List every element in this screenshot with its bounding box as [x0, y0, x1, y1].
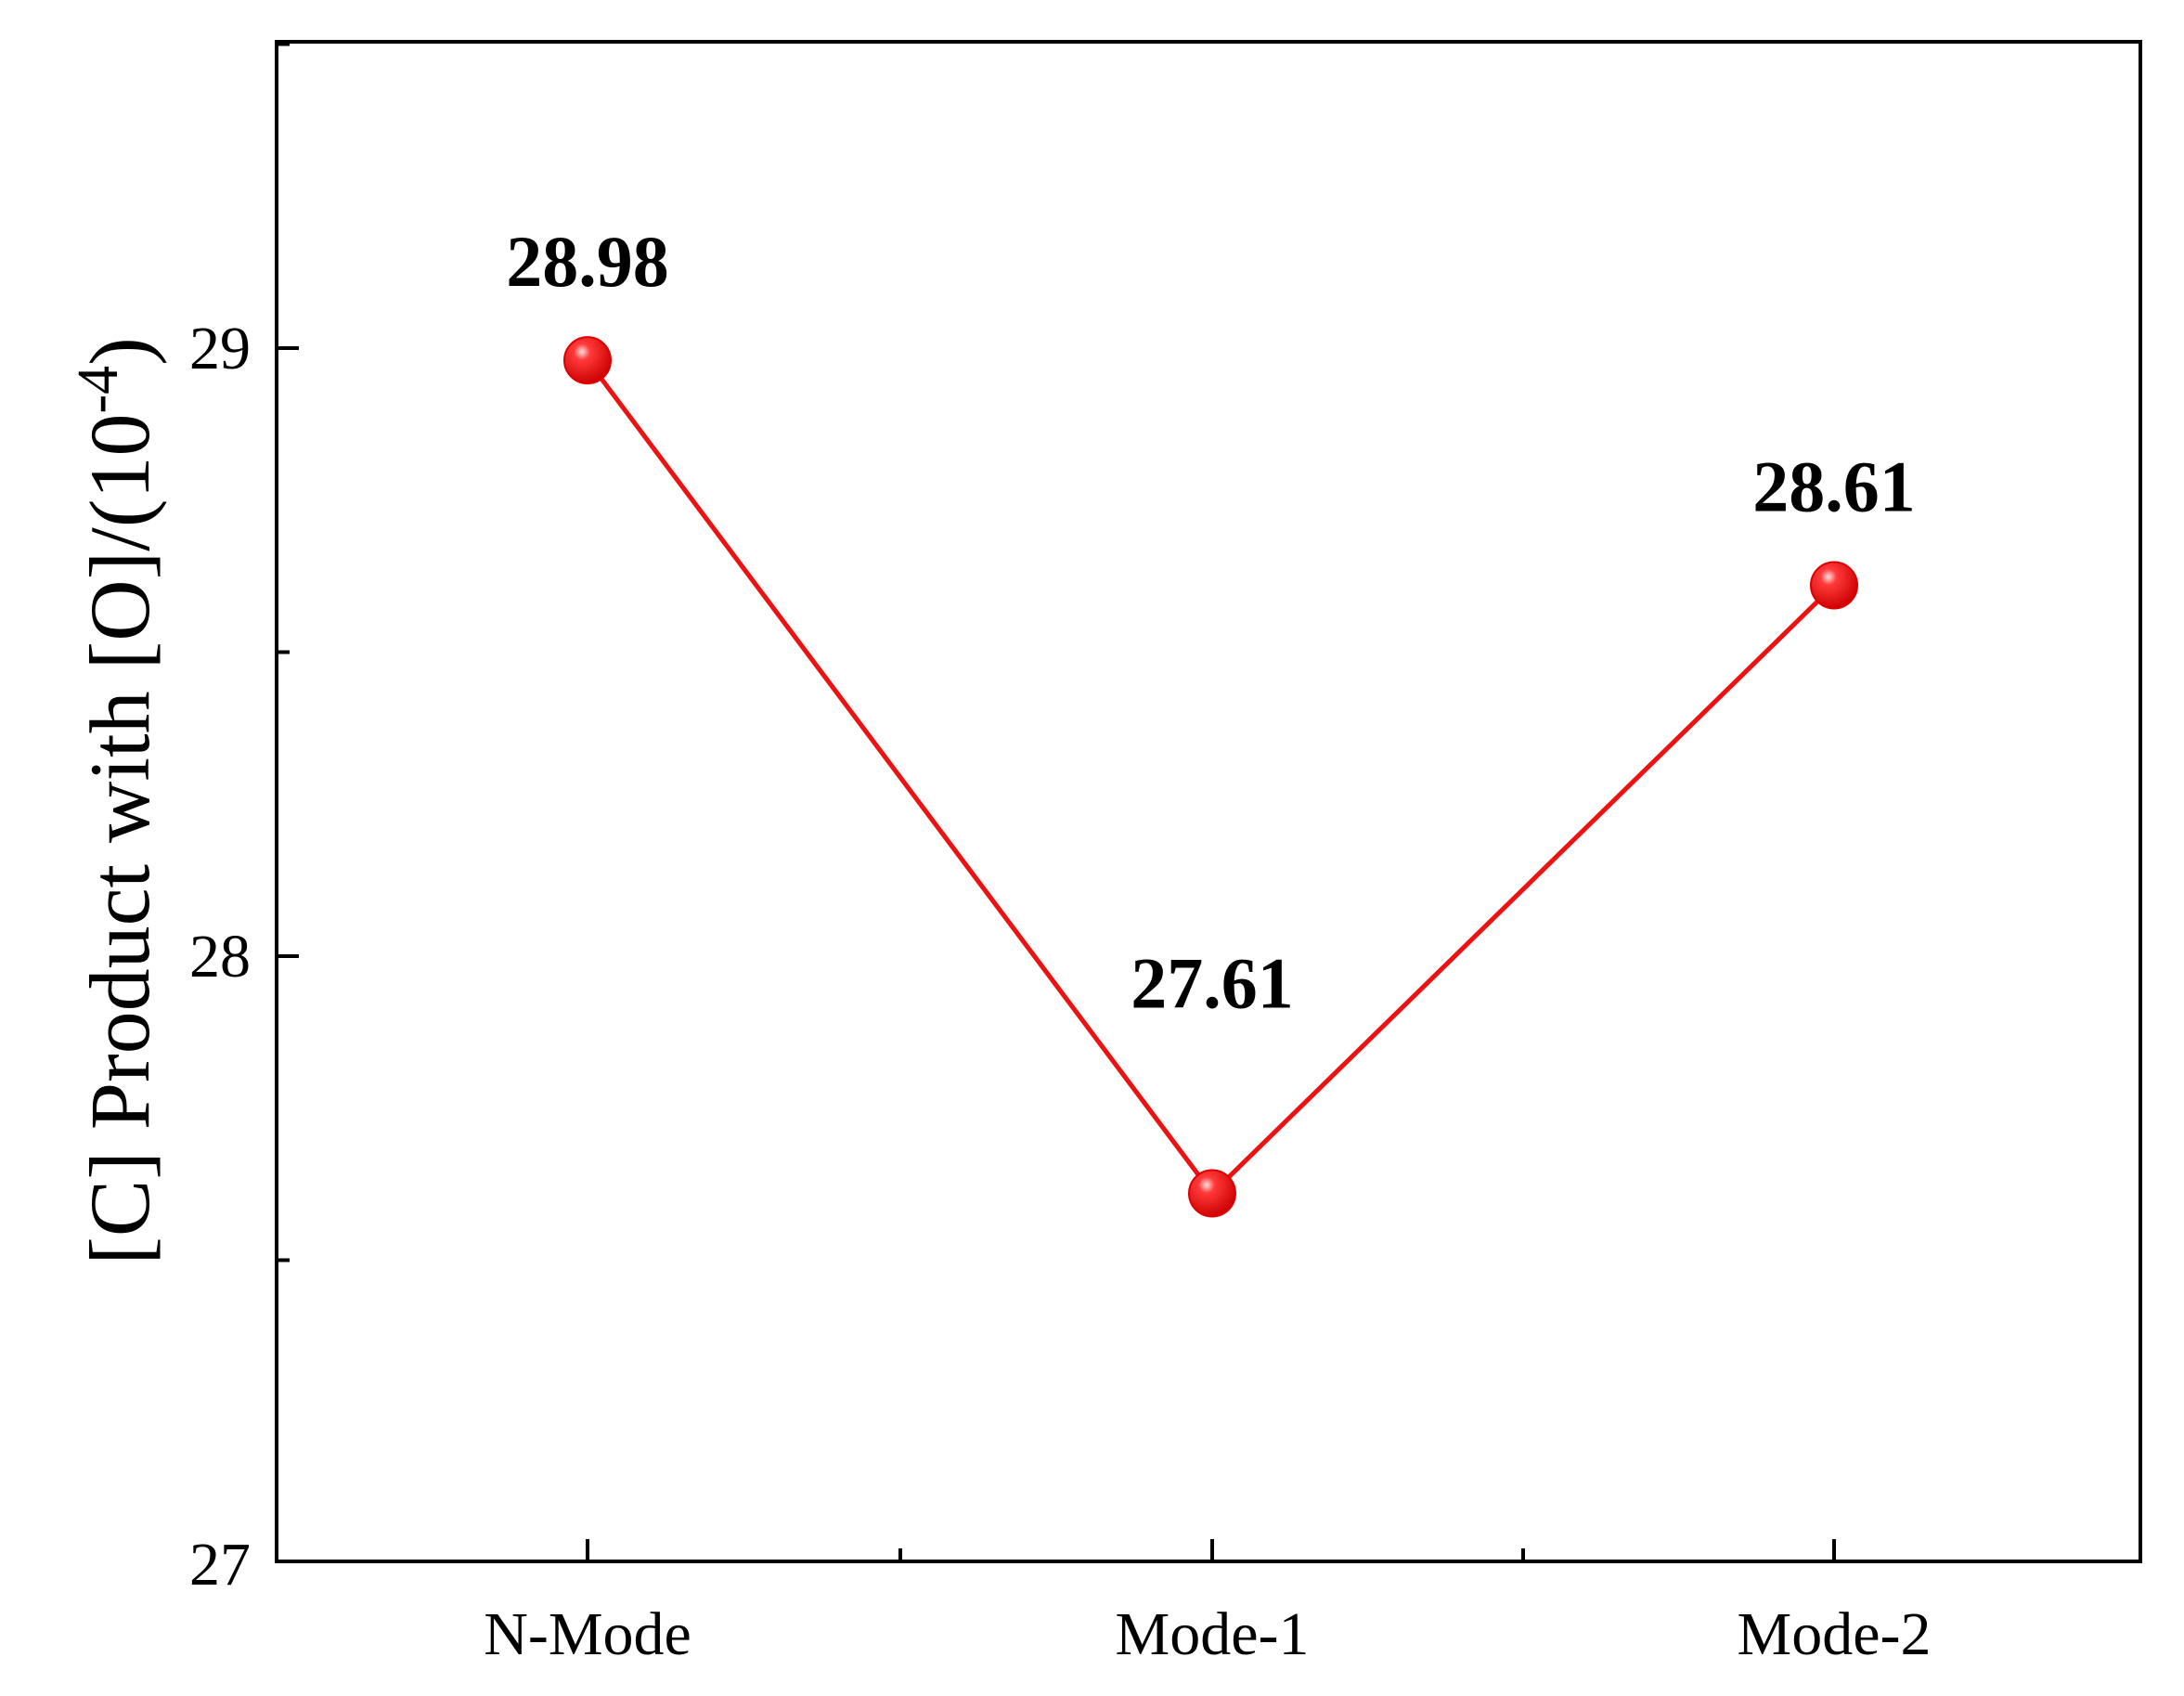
series-line: [585, 358, 1836, 1196]
x-tick-label: Mode-1: [1116, 1600, 1310, 1668]
data-point: [563, 336, 612, 385]
data-label: 28.61: [1752, 446, 1916, 526]
y-tick-label: 29: [189, 315, 251, 382]
x-axis-ticks: N-Mode Mode-1 Mode-2: [484, 1539, 1931, 1668]
y-axis-title-close: ): [72, 337, 167, 366]
x-tick-label: Mode-2: [1738, 1600, 1932, 1668]
data-label: 28.98: [506, 221, 669, 302]
series-layer: [563, 336, 1858, 1218]
data-label: 27.61: [1131, 942, 1294, 1023]
y-axis-title-superscript: -4: [67, 366, 130, 414]
data-labels: 28.98 27.61 28.61: [506, 221, 1916, 1023]
data-point: [1810, 561, 1858, 610]
y-axis-ticks: 27 28 29: [189, 42, 299, 1599]
y-axis-title: [C] Product with [O]/(10-4): [67, 337, 167, 1265]
plot-frame: [275, 40, 2142, 1563]
x-tick-label: N-Mode: [484, 1600, 691, 1668]
y-tick-label: 27: [189, 1531, 251, 1599]
y-tick-label: 28: [189, 923, 251, 990]
y-axis-title-main: [C] Product with [O]/(10: [72, 413, 167, 1264]
data-point: [1188, 1169, 1236, 1218]
